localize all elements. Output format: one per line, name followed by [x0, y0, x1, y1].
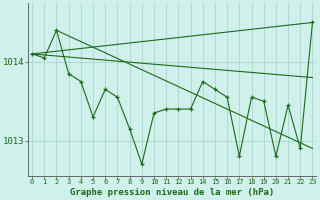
X-axis label: Graphe pression niveau de la mer (hPa): Graphe pression niveau de la mer (hPa) [70, 188, 275, 197]
